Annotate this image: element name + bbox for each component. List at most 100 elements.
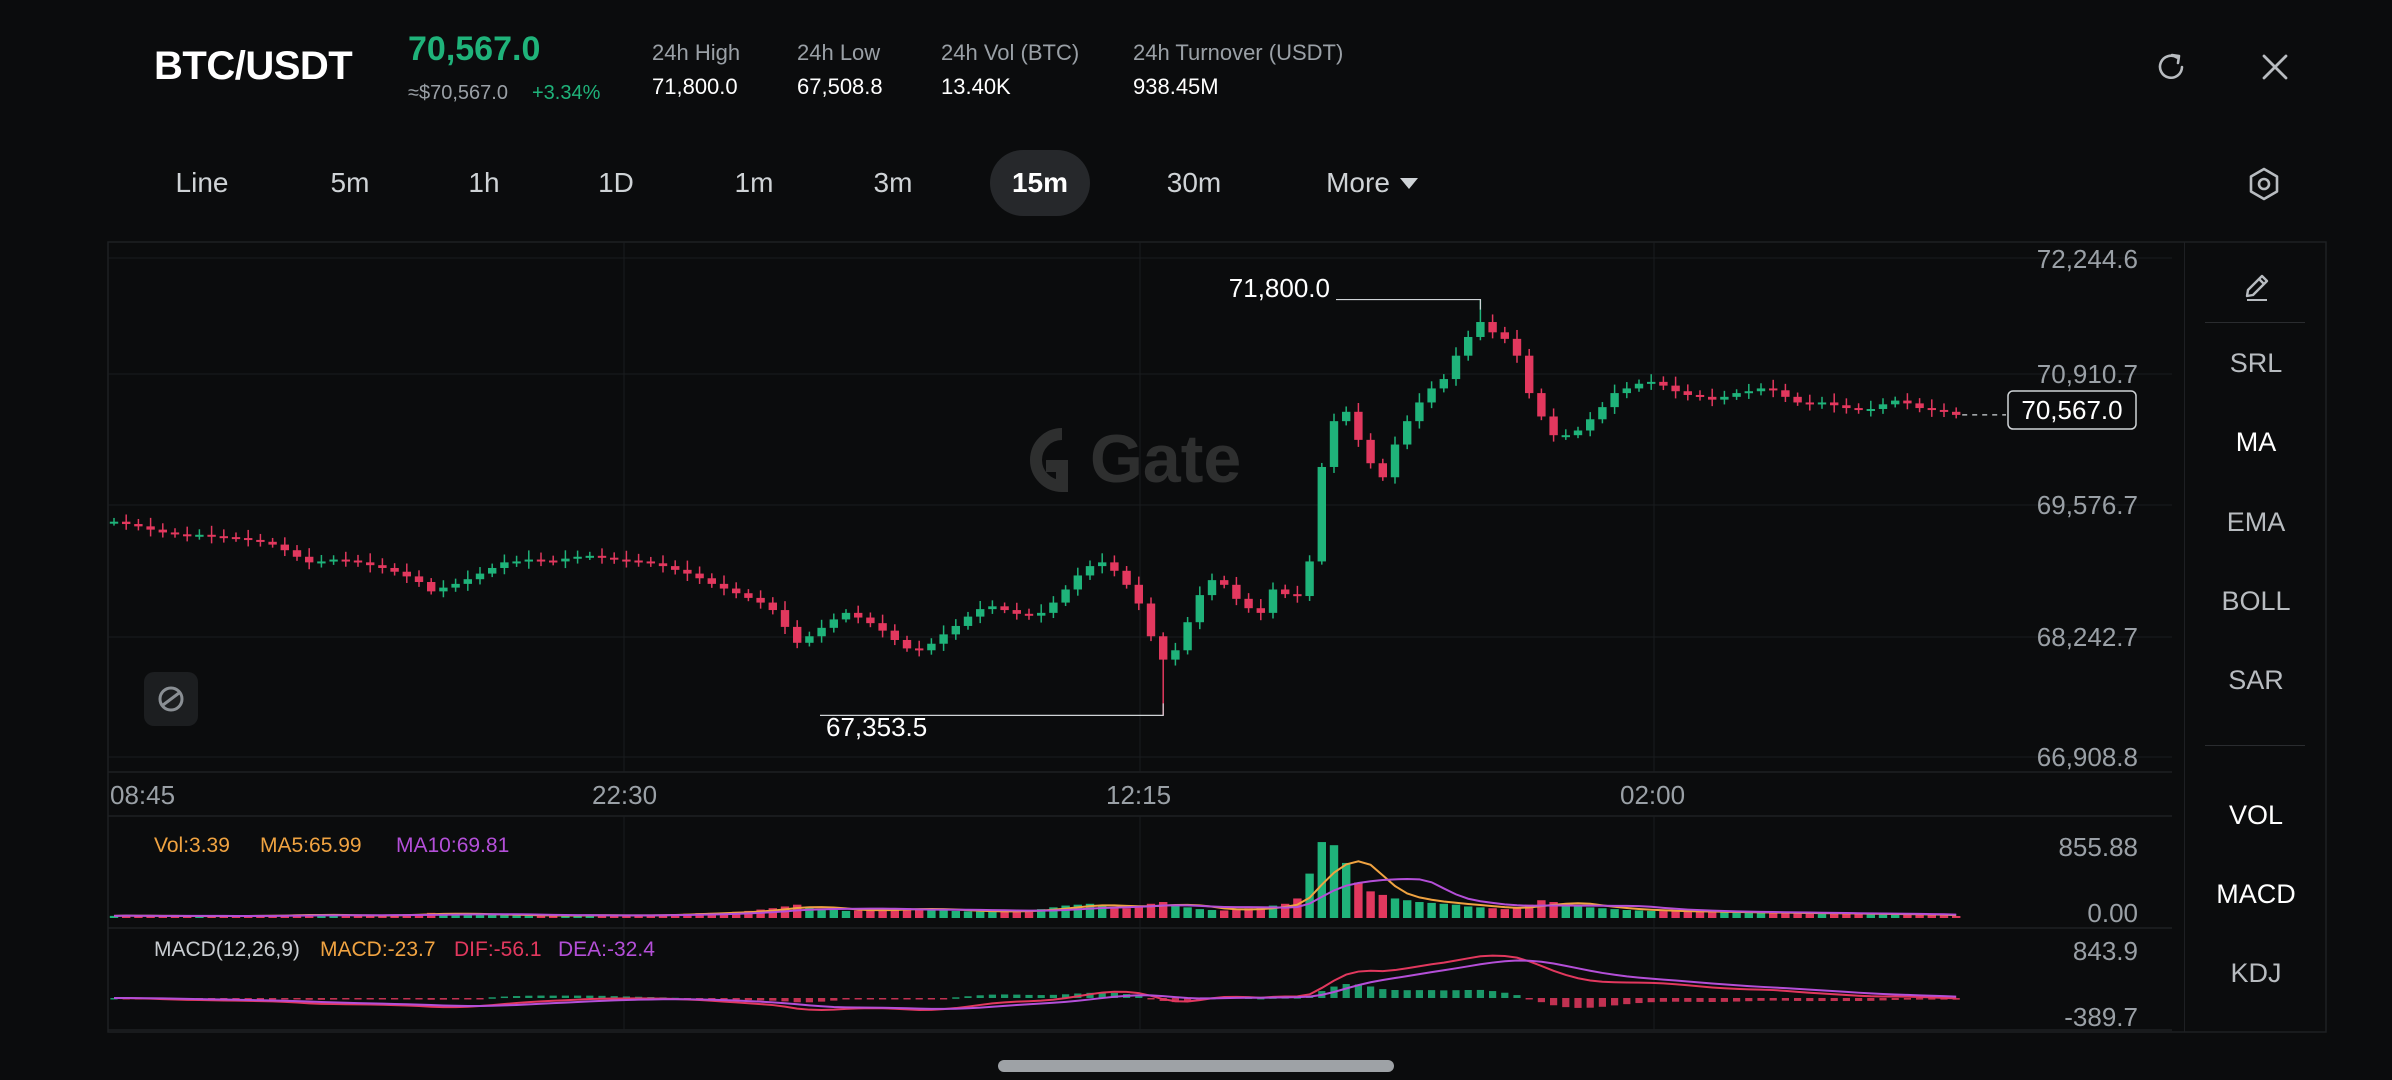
- pencil-icon[interactable]: [2237, 266, 2277, 306]
- refresh-icon[interactable]: [2152, 48, 2190, 86]
- macd-histogram-bar: [1842, 997, 1850, 1002]
- indicator-macd[interactable]: MACD: [2216, 879, 2296, 909]
- candle-body: [1390, 444, 1400, 478]
- home-indicator[interactable]: [998, 1060, 1394, 1072]
- macd-histogram-bar: [1135, 995, 1143, 998]
- volume-bar: [1622, 910, 1631, 918]
- macd-histogram-bar: [1464, 989, 1472, 998]
- vol-legend-ma5: MA5:65.99: [260, 834, 362, 857]
- candle-body: [841, 612, 851, 620]
- vol-axis-label: 855.88: [2058, 832, 2138, 862]
- indicator-kdj[interactable]: KDJ: [2230, 958, 2282, 988]
- volume-bar: [1647, 910, 1656, 918]
- timeframe-5m[interactable]: 5m: [330, 167, 370, 198]
- candle-body: [768, 602, 777, 611]
- candle-body: [219, 536, 228, 539]
- volume-bar: [1720, 912, 1729, 918]
- volume-bar: [134, 916, 143, 918]
- candle-body: [1903, 400, 1912, 404]
- price-axis-label: 72,244.6: [2037, 244, 2138, 274]
- candle-body: [1781, 390, 1790, 397]
- candle-body: [353, 560, 363, 563]
- macd-histogram-bar: [1733, 997, 1741, 1002]
- candle-body: [1622, 388, 1631, 394]
- macd-histogram-bar: [1550, 997, 1558, 1006]
- candle-body: [109, 521, 119, 524]
- volume-bar: [1830, 913, 1839, 918]
- volume-bar: [146, 915, 155, 918]
- volume-bar: [1146, 903, 1156, 918]
- volume-bar: [329, 915, 338, 918]
- volume-bar: [1183, 907, 1192, 918]
- price-axis-label: 68,242.7: [2037, 622, 2138, 652]
- stat-24h-vol: 24h Vol (BTC) 13.40K: [941, 40, 1079, 100]
- candle-body: [1232, 584, 1241, 599]
- close-icon[interactable]: [2256, 48, 2294, 86]
- low-marker-line: [820, 703, 1164, 717]
- timeframe-1h[interactable]: 1h: [468, 167, 500, 198]
- candle-body: [902, 639, 912, 649]
- macd-histogram-bar: [476, 997, 484, 1000]
- volume-bar: [1915, 914, 1924, 918]
- candle-body: [1891, 400, 1900, 405]
- macd-histogram-bar: [1623, 997, 1631, 1005]
- volume-bar: [170, 916, 180, 918]
- volume-bar: [915, 908, 924, 918]
- candle-body: [1024, 613, 1034, 616]
- timeframe-3m[interactable]: 3m: [873, 167, 913, 198]
- current-price-label: 70,567.0: [2021, 395, 2122, 425]
- candle-body: [1427, 388, 1436, 403]
- timeframe-1d[interactable]: 1D: [598, 167, 634, 198]
- chart-mode-toggle-button[interactable]: [144, 672, 198, 726]
- candle-body: [329, 559, 338, 562]
- timeframe-more-dropdown[interactable]: More: [1310, 150, 1434, 216]
- macd-histogram-bar: [525, 995, 533, 998]
- timeframe-line[interactable]: Line: [175, 167, 229, 198]
- volume-bar: [878, 909, 887, 918]
- macd-histogram-bar: [354, 997, 362, 1000]
- indicator-srl[interactable]: SRL: [2229, 348, 2283, 378]
- macd-legend-title: MACD(12,26,9): [154, 938, 300, 961]
- volume-bar: [1927, 914, 1936, 918]
- volume-bar: [1525, 904, 1534, 918]
- macd-histogram-bar: [1147, 997, 1155, 1000]
- macd-histogram-bar: [1659, 997, 1667, 1002]
- candle-body: [671, 566, 680, 570]
- candle-body: [707, 578, 716, 584]
- candle-body: [1293, 594, 1302, 597]
- indicator-ma[interactable]: MA: [2235, 427, 2277, 457]
- macd-histogram-bar: [244, 997, 252, 1000]
- trading-pair[interactable]: BTC/USDT: [154, 44, 353, 88]
- stat-label: 24h Vol (BTC): [941, 40, 1080, 65]
- candle-body: [1281, 589, 1290, 595]
- timeframe-30m[interactable]: 30m: [1166, 167, 1222, 198]
- candle-body: [1110, 562, 1119, 571]
- timeframe-1m[interactable]: 1m: [734, 167, 774, 198]
- macd-histogram-bar: [500, 996, 508, 999]
- macd-histogram-bar: [537, 995, 545, 998]
- candle-body: [1220, 580, 1229, 585]
- indicator-vol[interactable]: VOL: [2228, 800, 2284, 830]
- macd-histogram-bar: [415, 997, 423, 1000]
- timeframe-15m[interactable]: 15m: [990, 150, 1090, 216]
- candle-body: [1525, 355, 1534, 394]
- time-axis-label: 12:15: [1106, 780, 1171, 810]
- candle-body: [1878, 404, 1888, 409]
- indicator-ema[interactable]: EMA: [2226, 507, 2286, 537]
- volume-bar: [1281, 903, 1290, 918]
- stat-label: 24h High: [652, 40, 741, 65]
- macd-histogram-bar: [781, 997, 789, 1002]
- more-label: More: [1326, 167, 1390, 198]
- volume-bar: [1098, 905, 1107, 918]
- candle-body: [1671, 385, 1680, 392]
- indicator-sar[interactable]: SAR: [2228, 665, 2284, 695]
- candle-body: [1573, 430, 1583, 436]
- volume-bar: [1317, 842, 1326, 918]
- chart-settings-icon[interactable]: [2244, 164, 2284, 204]
- volume-bar: [1952, 916, 1961, 918]
- candle-body: [1329, 421, 1339, 467]
- volume-bar: [1342, 862, 1351, 918]
- candle-body: [744, 593, 753, 598]
- indicator-boll[interactable]: BOLL: [2221, 586, 2291, 616]
